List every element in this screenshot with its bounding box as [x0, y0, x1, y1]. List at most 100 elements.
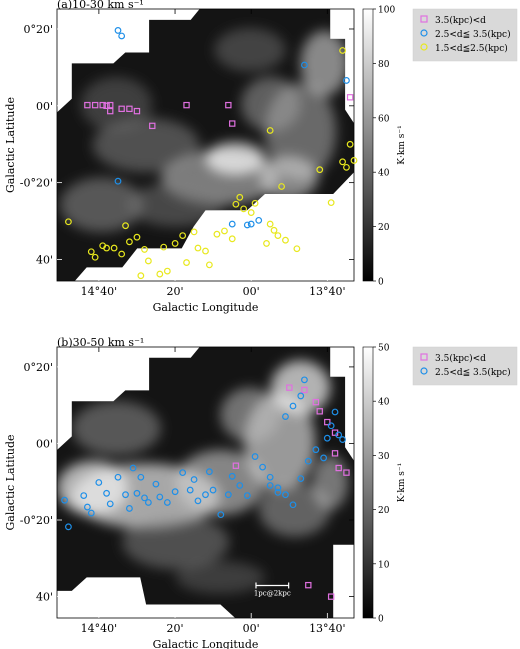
- data-point: [213, 230, 221, 238]
- data-point: [240, 205, 248, 213]
- data-point: [263, 240, 270, 247]
- data-point: [228, 220, 236, 228]
- data-point: [236, 193, 244, 201]
- data-point: [118, 105, 125, 113]
- emission-blob: [312, 455, 349, 510]
- emission-blob: [128, 183, 224, 227]
- data-point: [225, 101, 232, 109]
- data-point: [103, 244, 110, 252]
- data-point: [129, 464, 137, 472]
- data-point: [251, 199, 259, 207]
- data-point: [229, 120, 236, 127]
- x-tick-label: 13°40': [309, 622, 346, 635]
- emission-blob: [205, 142, 265, 175]
- data-point: [323, 434, 331, 442]
- data-point: [99, 101, 106, 109]
- data-point: [228, 235, 236, 243]
- data-point: [91, 253, 99, 261]
- data-point: [270, 226, 278, 234]
- scale-bar-label: 1pc@2kpc: [254, 252, 291, 260]
- data-point: [247, 209, 255, 216]
- data-point: [297, 392, 305, 400]
- emission-blob: [270, 360, 331, 415]
- data-point: [61, 496, 68, 504]
- series-2: [65, 47, 358, 280]
- data-point: [346, 140, 354, 148]
- data-point: [232, 462, 240, 469]
- panel-b: (b)30-50 km s⁻¹14°40' 20' 00' 13°40'0°20'00…: [4, 336, 518, 649]
- x-tick-label: 14°40': [81, 285, 118, 298]
- data-point: [304, 457, 312, 465]
- y-tick-label: 40': [36, 591, 53, 604]
- data-point: [301, 376, 308, 384]
- colorbar-label: K·km s⁻¹: [397, 125, 407, 164]
- data-point: [320, 454, 328, 462]
- y-tick-label: 00': [36, 100, 53, 113]
- data-point: [156, 493, 164, 501]
- data-point: [343, 469, 350, 476]
- colorbar: [362, 8, 374, 282]
- data-point: [305, 581, 312, 589]
- colorbar-tick-label: 40: [378, 398, 390, 408]
- emission-blob: [241, 77, 301, 132]
- data-point: [327, 199, 335, 207]
- data-point: [297, 475, 305, 482]
- colorbar-tick-label: 80: [378, 60, 390, 70]
- data-point: [103, 102, 110, 110]
- data-point: [327, 422, 335, 430]
- data-point: [339, 436, 346, 443]
- emission-blob: [220, 387, 280, 442]
- x-tick-label: 00': [243, 285, 260, 298]
- plot-frame: [56, 8, 355, 282]
- data-point: [95, 479, 103, 486]
- colorbar-tick-label: 10: [378, 560, 390, 570]
- emission-blob: [122, 515, 230, 570]
- data-point: [221, 227, 228, 235]
- data-point: [331, 408, 339, 416]
- legend-marker: [420, 353, 428, 361]
- x-tick-label: 20': [167, 622, 184, 635]
- data-point: [91, 101, 99, 109]
- data-point: [171, 240, 179, 247]
- data-point: [282, 491, 289, 499]
- data-point: [286, 384, 293, 391]
- data-point: [339, 158, 346, 166]
- data-point: [274, 488, 282, 496]
- data-point: [190, 228, 198, 236]
- data-point: [179, 469, 187, 477]
- emission-blob: [57, 460, 129, 516]
- x-axis-label: Galactic Longitude: [153, 301, 259, 314]
- data-point: [179, 232, 187, 239]
- panel-a: (a)10-30 km s⁻¹14°40' 20' 00' 13°40'0°20'00…: [4, 0, 518, 314]
- data-point: [107, 107, 114, 115]
- data-point: [289, 402, 297, 410]
- data-point: [65, 218, 72, 226]
- data-point: [266, 220, 274, 228]
- data-point: [133, 107, 141, 115]
- data-point: [126, 505, 133, 512]
- emission-blob: [59, 177, 144, 233]
- data-point: [84, 101, 91, 109]
- data-point: [266, 127, 274, 134]
- data-point: [274, 232, 282, 239]
- data-point: [335, 431, 343, 439]
- emission-blob: [300, 30, 349, 97]
- data-point: [205, 261, 213, 269]
- data-point: [156, 270, 164, 278]
- data-point: [133, 233, 141, 241]
- data-point: [343, 163, 350, 171]
- emission-blob: [92, 117, 200, 173]
- emission-blob: [258, 482, 331, 537]
- data-point: [110, 244, 118, 252]
- y-tick-label: 00': [36, 437, 53, 450]
- data-point: [205, 468, 213, 476]
- x-tick-label: 14°40': [81, 622, 118, 635]
- data-point: [217, 511, 225, 519]
- data-point: [236, 482, 244, 489]
- legend-marker: [420, 15, 428, 23]
- data-point: [346, 94, 354, 101]
- data-point: [301, 386, 308, 394]
- data-point: [247, 220, 255, 228]
- data-point: [259, 463, 267, 471]
